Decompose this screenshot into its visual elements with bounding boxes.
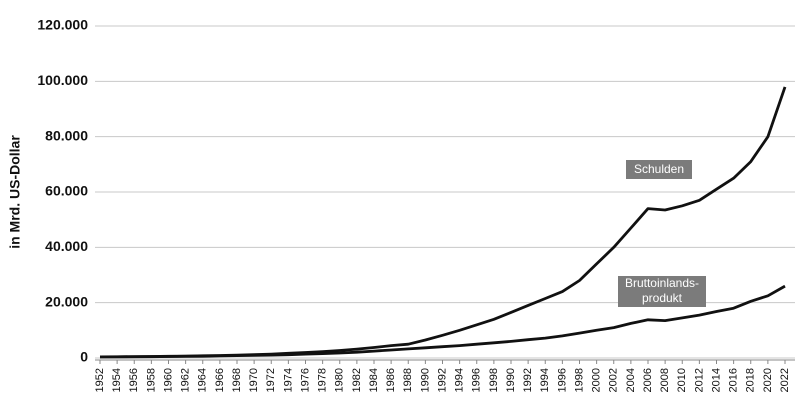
x-tick-label: 1996 [556,368,568,392]
x-tick-label: 1960 [162,368,174,392]
x-tick-label: 2004 [625,368,637,392]
x-tick-label: 2012 [693,368,705,392]
y-tick-label: 40.000 [45,238,88,254]
x-tick-label: 1958 [145,368,157,392]
x-tick-label: 1996 [471,368,483,392]
x-tick-label: 1976 [299,368,311,392]
x-tick-label: 1992 [522,368,534,392]
x-tick-label: 2018 [745,368,757,392]
y-tick-label: 80.000 [45,127,88,143]
x-tick-label: 1952 [94,368,106,392]
y-tick-label: 0 [80,349,88,365]
x-tick-label: 1980 [334,368,346,392]
x-tick-label: 1990 [505,368,517,392]
y-tick-label: 60.000 [45,183,88,199]
x-tick-label: 1994 [539,368,551,392]
x-tick-label: 2006 [642,368,654,392]
series-line [99,86,787,359]
x-tick-label: 2020 [762,368,774,392]
annotation: Bruttoinlands- [625,276,699,290]
x-tick-label: 1988 [402,368,414,392]
x-tick-label: 1978 [317,368,329,392]
x-tick-label: 1970 [248,368,260,392]
x-tick-label: 1986 [385,368,397,392]
annotation-box [618,276,706,307]
x-tick-label: 1984 [368,368,380,392]
x-tick-label: 1962 [180,368,192,392]
x-tick-label: 1968 [231,368,243,392]
x-tick-label: 2000 [591,368,603,392]
x-tick-label: 2008 [659,368,671,392]
x-tick-label: 1990 [419,368,431,392]
series-line [99,284,786,359]
x-tick-label: 1974 [282,368,294,392]
x-tick-label: 1966 [214,368,226,392]
x-tick-label: 1972 [265,368,277,392]
y-tick-label: 100.000 [37,72,88,88]
x-tick-label: 2022 [779,368,791,392]
x-tick-label: 1956 [128,368,140,392]
x-tick-label: 2014 [710,368,722,392]
x-tick-label: 1998 [573,368,585,392]
x-tick-label: 1992 [436,368,448,392]
y-tick-label: 20.000 [45,293,88,309]
y-tick-label: 120.000 [37,17,88,33]
annotation: Schulden [634,162,684,176]
x-tick-label: 2010 [676,368,688,392]
annotation-box [626,160,692,179]
annotation: produkt [642,291,683,305]
y-axis-label: in Mrd. US-Dollar [7,135,23,249]
x-tick-label: 1954 [111,368,123,392]
x-tick-label: 2016 [728,368,740,392]
x-tick-label: 1998 [488,368,500,392]
x-tick-label: 1994 [454,368,466,392]
x-tick-label: 2002 [608,368,620,392]
x-tick-label: 1964 [197,368,209,392]
x-tick-label: 1982 [351,368,363,392]
